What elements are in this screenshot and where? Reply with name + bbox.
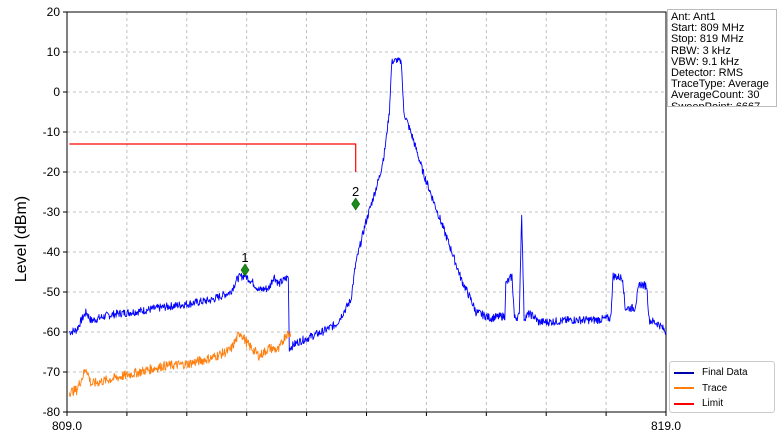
y-axis-label: Level (dBm): [13, 196, 30, 282]
settings-line: VBW: 9.1 kHz: [671, 55, 740, 68]
series-line-final-data: [69, 57, 667, 352]
series-lines: [68, 57, 667, 397]
legend-item: Final Data: [674, 365, 770, 381]
grid: [67, 12, 666, 412]
markers: 12: [240, 184, 361, 277]
settings-line: Detector: RMS: [671, 67, 744, 80]
marker-label: 1: [241, 250, 248, 265]
settings-line: RBW: 3 kHz: [671, 44, 731, 57]
y-tick-label: -40: [43, 245, 61, 259]
settings-line: AverageCount: 30: [671, 89, 760, 102]
series-line-trace: [68, 330, 292, 397]
legend-label: Final Data: [702, 367, 748, 379]
legend-label: Limit: [702, 398, 724, 410]
plot-frame: [66, 11, 667, 413]
settings-line: Stop: 819 MHz: [671, 33, 744, 46]
y-tick-label: -10: [43, 125, 61, 139]
legend-label: Trace: [702, 382, 728, 394]
y-tick-label: -80: [43, 405, 61, 419]
settings-line: SweepPoint: 6667: [671, 100, 761, 107]
settings-line: Start: 809 MHz: [671, 22, 745, 35]
y-tick-label: -30: [43, 205, 61, 219]
y-tick-label: 10: [47, 45, 61, 59]
legend-swatch: [674, 371, 694, 374]
settings-line: TraceType: Average: [671, 78, 769, 91]
marker-point: [351, 197, 361, 211]
y-tick-label: 0: [53, 85, 60, 99]
marker-label: 2: [352, 184, 359, 199]
y-tick-label: -70: [43, 365, 61, 379]
x-tick-label: 819.0: [651, 419, 681, 433]
y-tick-label: 20: [47, 5, 61, 19]
settings-line: Ant: Ant1: [671, 11, 716, 23]
sweep-settings-box: Ant: Ant1 Start: 809 MHz Stop: 819 MHz RBW:…: [667, 9, 777, 107]
y-tick-label: -20: [43, 165, 61, 179]
y-tick-label: -60: [43, 325, 61, 339]
y-tick-label: -50: [43, 285, 61, 299]
legend-swatch: [674, 402, 694, 405]
legend: Final Data Trace Limit: [669, 361, 775, 413]
legend-item: Trace: [674, 381, 770, 397]
legend-item: Limit: [674, 396, 770, 412]
marker-point: [240, 263, 250, 277]
x-tick-label: 809.0: [52, 419, 82, 433]
series-line-limit: [69, 143, 357, 172]
legend-swatch: [674, 387, 694, 390]
